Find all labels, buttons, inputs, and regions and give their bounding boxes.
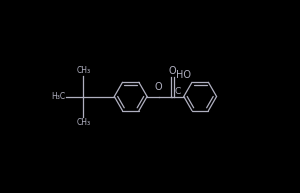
Text: C: C bbox=[175, 86, 181, 96]
Text: O: O bbox=[168, 66, 176, 76]
Text: CH₃: CH₃ bbox=[76, 66, 91, 75]
Text: H₃C: H₃C bbox=[51, 92, 65, 101]
Text: O: O bbox=[155, 82, 163, 92]
Text: HO: HO bbox=[176, 70, 191, 80]
Text: CH₃: CH₃ bbox=[76, 118, 91, 127]
